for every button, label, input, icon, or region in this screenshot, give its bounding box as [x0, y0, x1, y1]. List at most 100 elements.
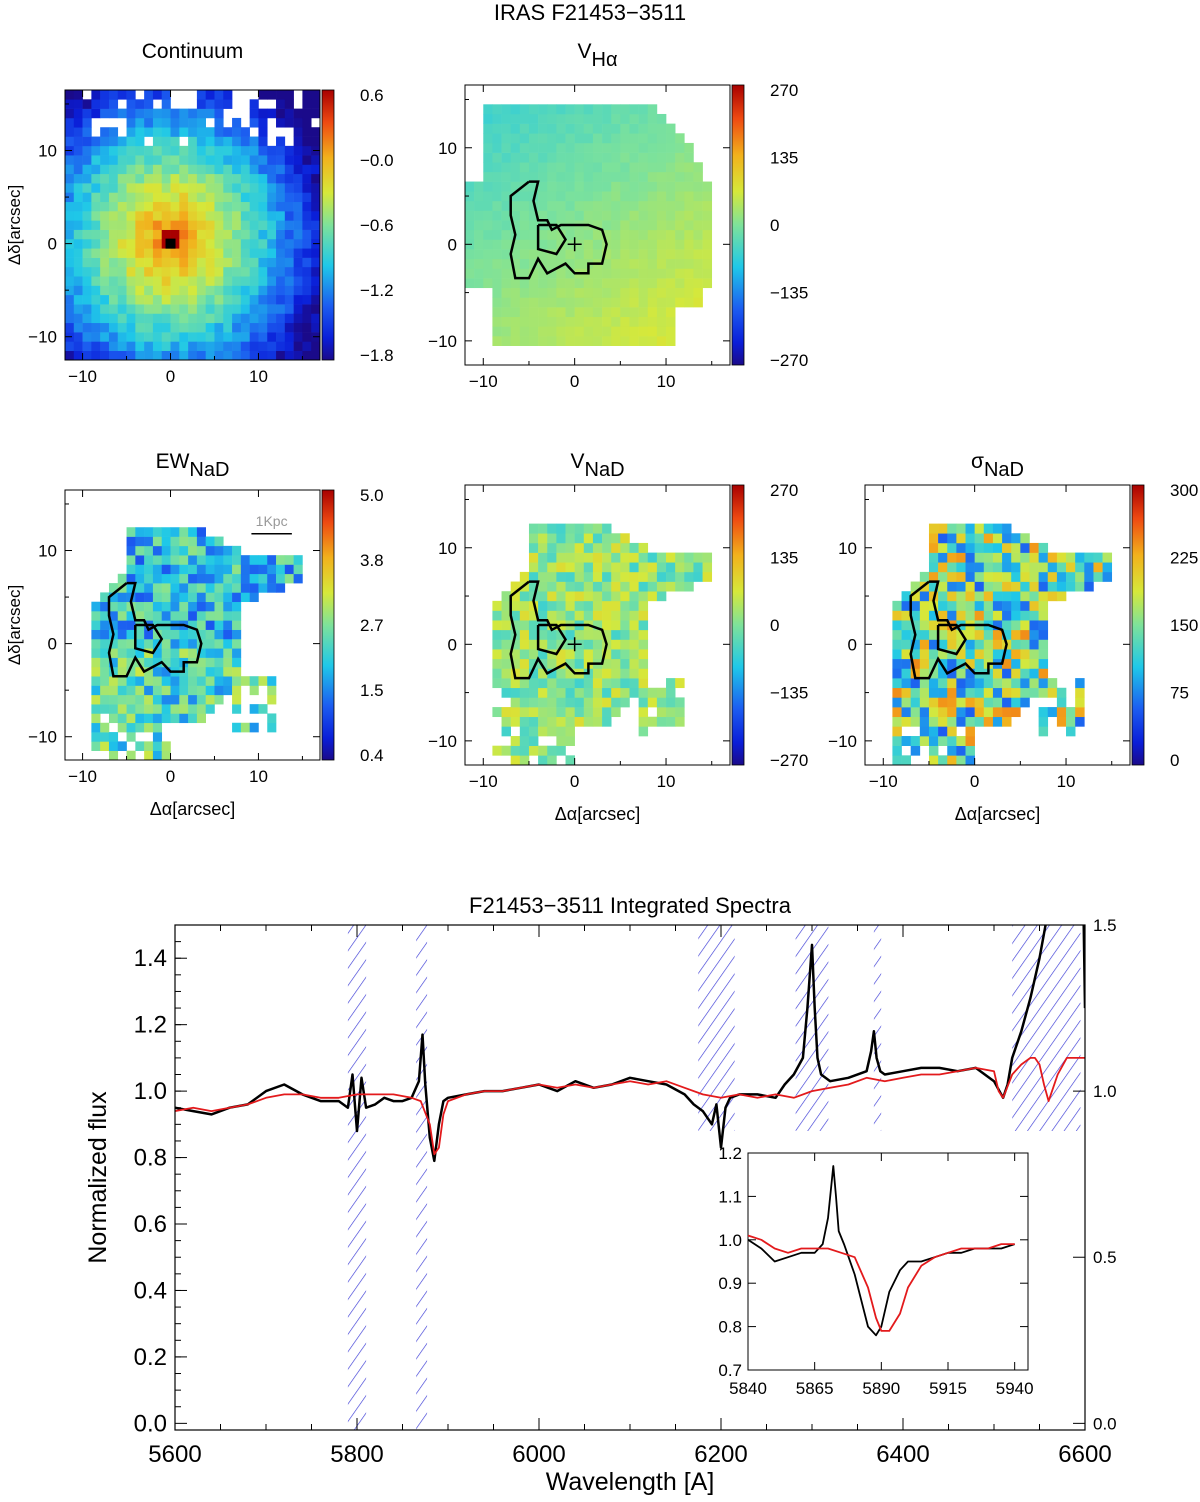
- map-pixel: [214, 666, 224, 677]
- map-pixel: [276, 211, 286, 221]
- map-pixel: [117, 276, 127, 286]
- map-pixel: [647, 287, 658, 298]
- map-pixel: [574, 181, 585, 192]
- map-pixel: [938, 658, 948, 669]
- map-pixel: [974, 649, 985, 660]
- map-pixel: [108, 620, 119, 630]
- map-pixel: [602, 533, 612, 544]
- map-pixel: [947, 571, 957, 582]
- map-pixel: [965, 687, 975, 698]
- map-pixel: [992, 591, 1003, 602]
- map-pixel: [65, 117, 75, 128]
- map-pixel: [947, 533, 957, 544]
- map-pixel: [188, 173, 198, 184]
- map-pixel: [501, 249, 511, 260]
- map-v_nad-pixels: [492, 523, 713, 766]
- map-pixel: [901, 620, 911, 631]
- map-pixel: [638, 639, 649, 650]
- map-pixel: [538, 697, 548, 708]
- map-pixel: [1084, 571, 1094, 582]
- colorbar: [731, 484, 745, 766]
- map-pixel: [284, 229, 294, 240]
- map-pixel: [82, 350, 92, 361]
- map-pixel: [519, 104, 530, 115]
- map-pixel: [919, 736, 930, 746]
- map-pixel: [126, 545, 136, 556]
- map-pixel: [510, 581, 521, 592]
- map-pixel: [647, 697, 658, 708]
- map-pixel: [179, 638, 189, 649]
- map-pixel: [126, 164, 136, 175]
- map-pixel: [620, 278, 630, 289]
- map-pixel: [249, 722, 259, 733]
- map-pixel: [547, 239, 557, 250]
- map-pixel: [629, 191, 639, 202]
- map-pixel: [528, 542, 539, 553]
- map-pixel: [638, 542, 649, 553]
- map-pixel: [947, 562, 957, 573]
- map-pixel: [638, 287, 649, 298]
- map-pixel: [556, 610, 566, 621]
- map-pixel: [620, 200, 630, 211]
- map-pixel: [983, 649, 994, 660]
- map-pixel: [620, 600, 630, 611]
- map-pixel: [492, 287, 502, 298]
- map-pixel: [108, 164, 119, 175]
- map-pixel: [223, 666, 233, 677]
- map-pixel: [293, 155, 303, 165]
- map-pixel: [656, 239, 667, 250]
- map-pixel: [249, 145, 259, 156]
- map-pixel: [656, 336, 667, 346]
- map-pixel: [249, 155, 259, 165]
- map-pixel: [693, 181, 703, 192]
- map-pixel: [602, 649, 612, 660]
- map-pixel: [528, 307, 539, 318]
- map-pixel: [170, 127, 180, 137]
- map-pixel: [638, 133, 649, 144]
- map-pixel: [152, 266, 163, 277]
- map-pixel: [965, 745, 975, 756]
- map-pixel: [205, 99, 215, 109]
- map-pixel: [91, 276, 101, 286]
- map-pixel: [1002, 591, 1012, 602]
- map-pixel: [947, 736, 957, 746]
- map-pixel: [647, 581, 658, 592]
- map-pixel: [82, 313, 92, 324]
- map-pixel: [647, 104, 658, 115]
- contour: [134, 623, 164, 655]
- map-pixel: [620, 678, 630, 689]
- map-pixel: [188, 332, 198, 342]
- map-pixel: [179, 201, 189, 212]
- map-pixel: [100, 648, 110, 658]
- map-pixel: [638, 229, 649, 240]
- map-pixel: [956, 533, 966, 544]
- map-pixel: [684, 152, 694, 163]
- map-pixel: [574, 697, 585, 708]
- map-pixel: [592, 562, 603, 573]
- colorbar-tick-label: −1.2: [360, 281, 394, 300]
- map-pixel: [144, 127, 154, 137]
- map-pixel: [135, 99, 145, 109]
- map-pixel: [170, 564, 180, 575]
- map-pixel: [510, 104, 521, 115]
- map-pixel: [965, 600, 975, 611]
- map-pixel: [538, 533, 548, 544]
- colorbar-tick-label: 3.8: [360, 551, 384, 570]
- map-pixel: [179, 238, 189, 249]
- map-pixel: [1084, 562, 1094, 573]
- inset-y-tick-label: 0.8: [718, 1318, 742, 1337]
- map-pixel: [983, 523, 994, 534]
- map-pixel: [117, 350, 127, 361]
- map-pixel: [474, 229, 484, 240]
- map-pixel: [901, 591, 911, 602]
- map-pixel: [620, 697, 630, 708]
- map-pixel: [144, 201, 154, 212]
- map-pixel: [240, 676, 250, 686]
- map-pixel: [161, 750, 171, 761]
- map-pixel: [135, 685, 145, 696]
- map-pixel: [465, 278, 475, 289]
- map-pixel: [1047, 552, 1058, 563]
- map-pixel: [267, 108, 277, 119]
- map-pixel: [974, 707, 985, 718]
- map-pixel: [196, 164, 206, 175]
